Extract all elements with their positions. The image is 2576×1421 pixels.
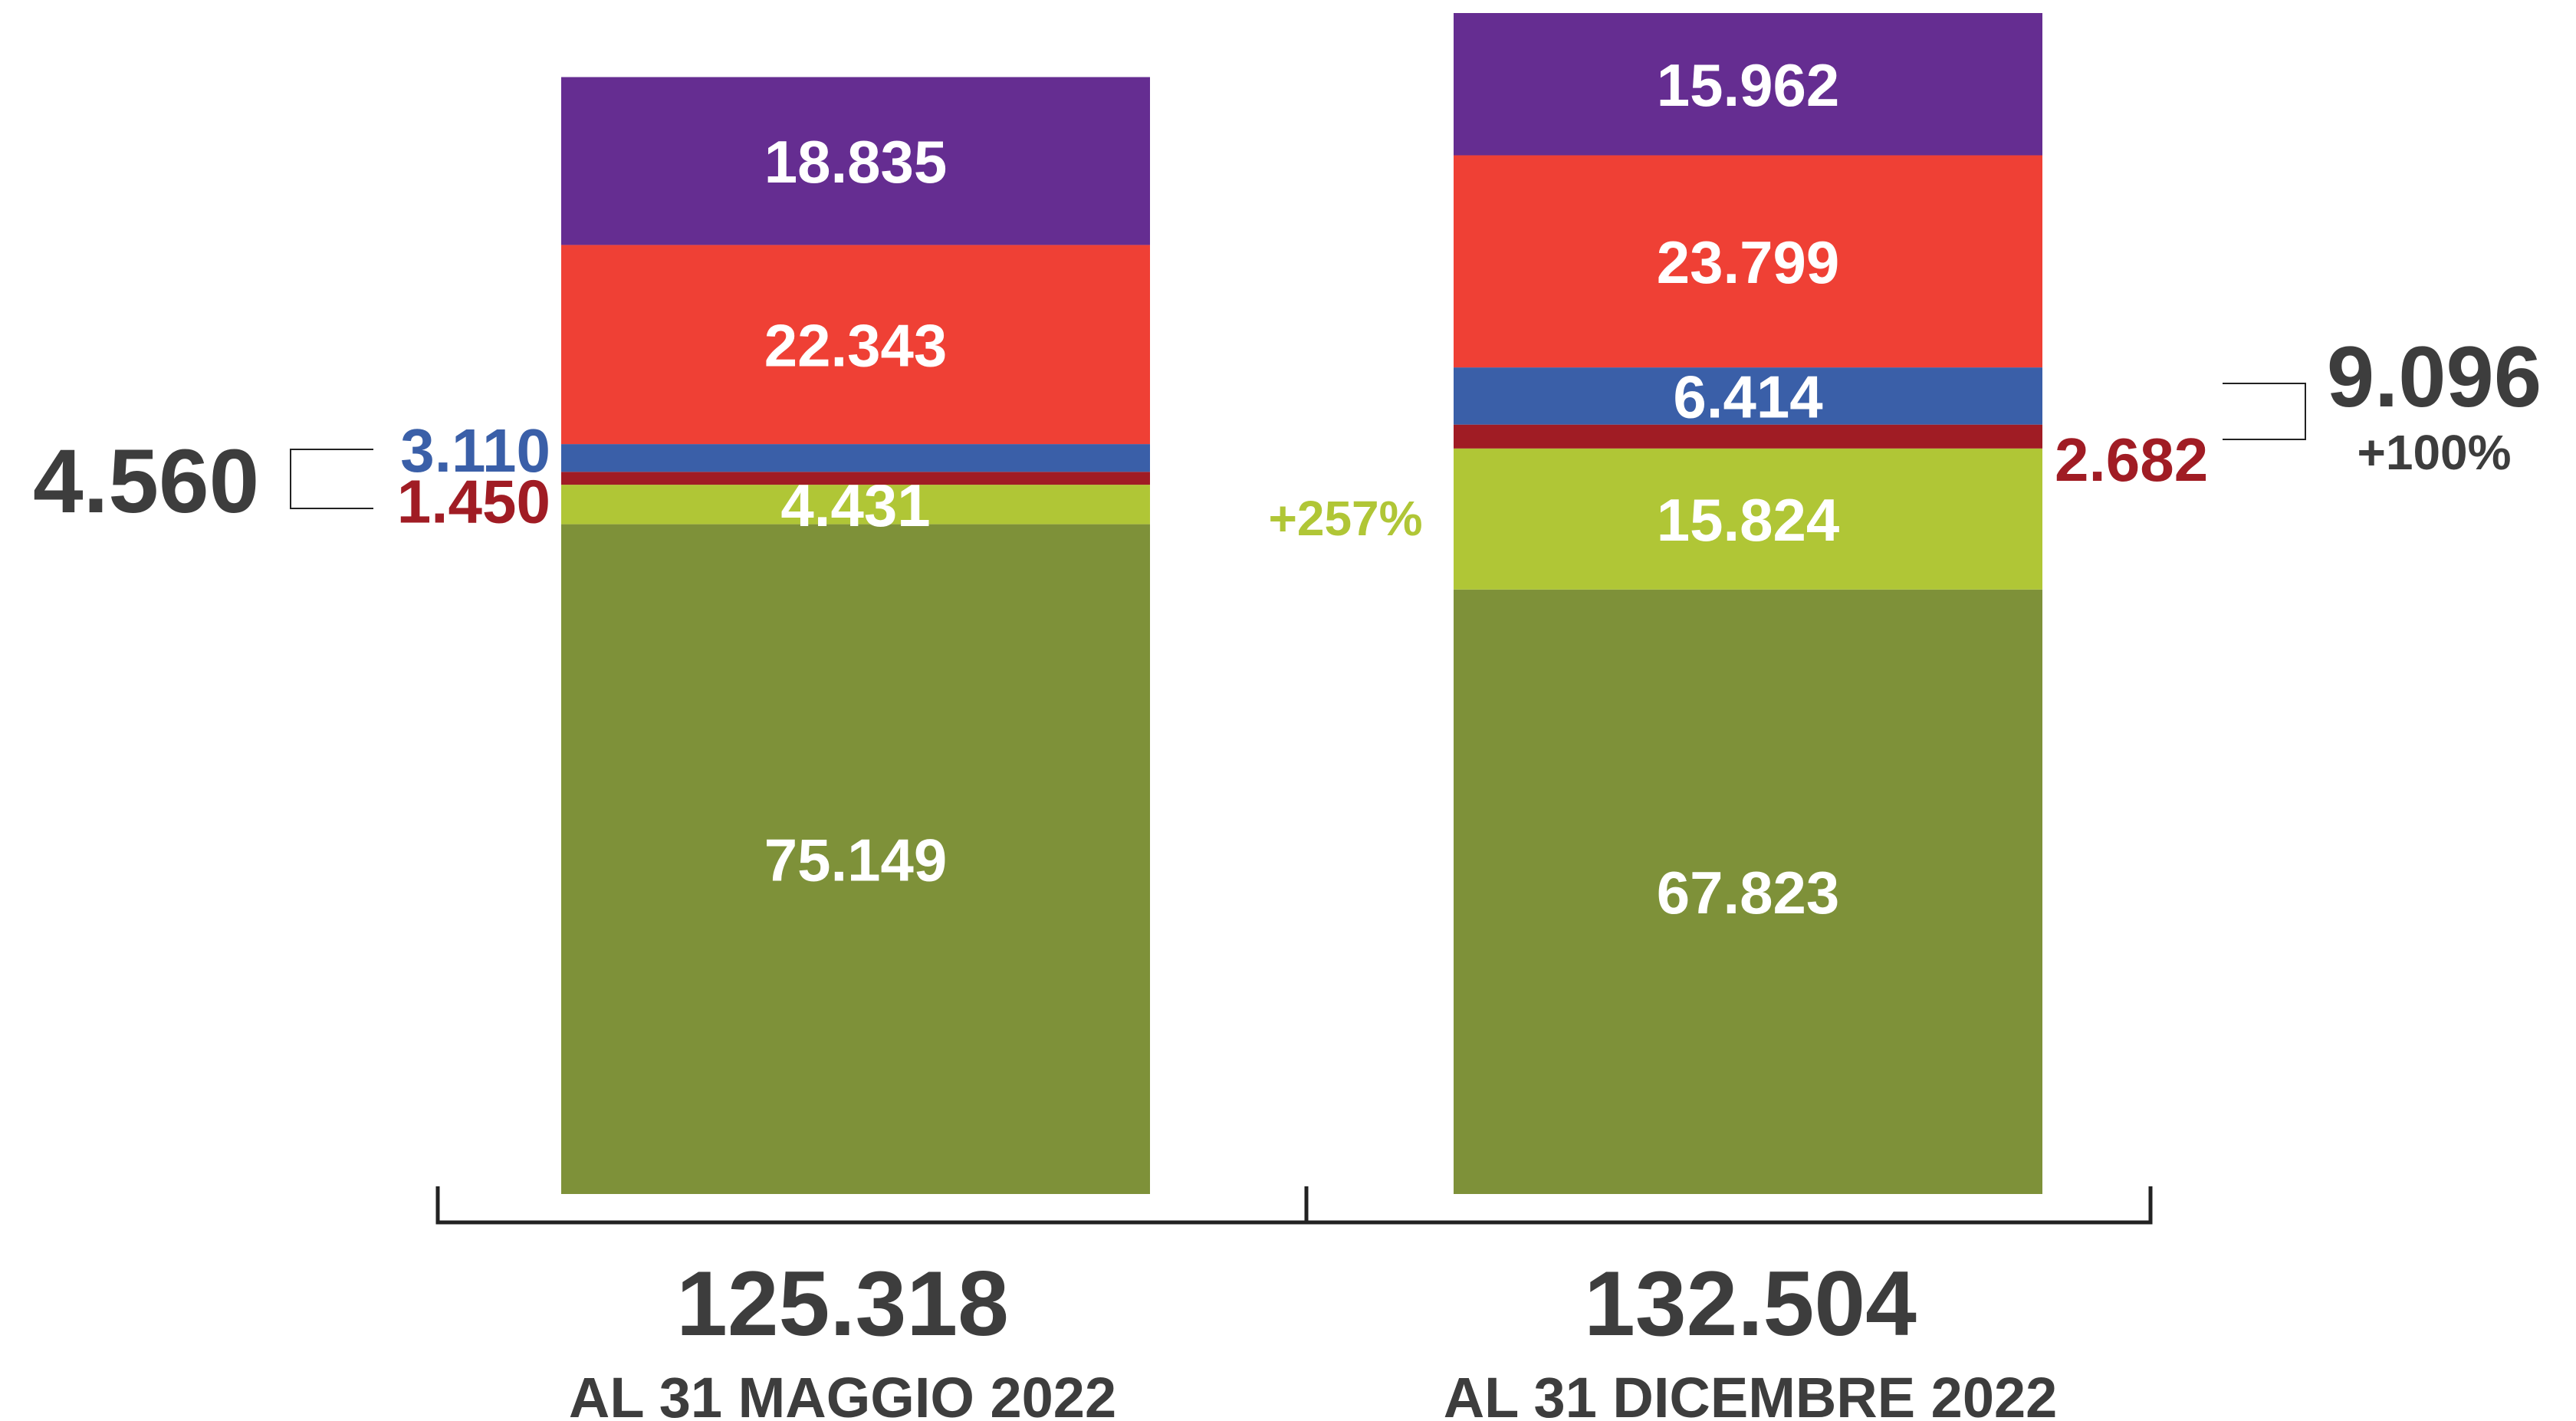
- segment-label: 18.835: [764, 128, 948, 196]
- total-label: 132.504: [1584, 1252, 1917, 1355]
- group-bracket: [2223, 383, 2306, 440]
- segment-label: 15.962: [1657, 51, 1840, 119]
- segment-label: 3.110: [400, 416, 550, 485]
- segment-label: 22.343: [764, 311, 948, 379]
- bar-segment: [1454, 155, 2042, 368]
- segment-label: 75.149: [764, 826, 948, 893]
- segment-label: 67.823: [1657, 859, 1840, 926]
- segment-label: 15.824: [1657, 486, 1840, 554]
- segment-label: 2.682: [2055, 426, 2208, 494]
- bar-segment: [1454, 13, 2042, 156]
- segment-label: 6.414: [1673, 363, 1822, 430]
- annotation: 9.096: [2327, 329, 2542, 425]
- bar-segment: [561, 472, 1150, 485]
- segment-label: 1.450: [397, 468, 550, 536]
- bar-segment: [561, 524, 1150, 1194]
- segment-label: 23.799: [1657, 229, 1840, 296]
- annotation: 4.560: [33, 431, 259, 532]
- bar-segment: [1454, 367, 2042, 425]
- group-bracket: [290, 449, 373, 509]
- axis-bracket: [435, 1186, 2153, 1225]
- category-label: AL 31 MAGGIO 2022: [569, 1366, 1116, 1421]
- bar-segment: [561, 485, 1150, 525]
- category-label: AL 31 DICEMBRE 2022: [1444, 1366, 2058, 1421]
- annotation: +100%: [2357, 425, 2511, 480]
- bar-segment: [561, 245, 1150, 445]
- bar-segment: [561, 77, 1150, 245]
- bar-segment: [1454, 424, 2042, 449]
- total-label: 125.318: [676, 1252, 1009, 1355]
- bracket-axis: [435, 1186, 2153, 1225]
- annotation: +257%: [1268, 491, 1422, 546]
- bar-segment: [1454, 448, 2042, 590]
- bar-segment: [561, 444, 1150, 472]
- bar-segment: [1454, 589, 2042, 1194]
